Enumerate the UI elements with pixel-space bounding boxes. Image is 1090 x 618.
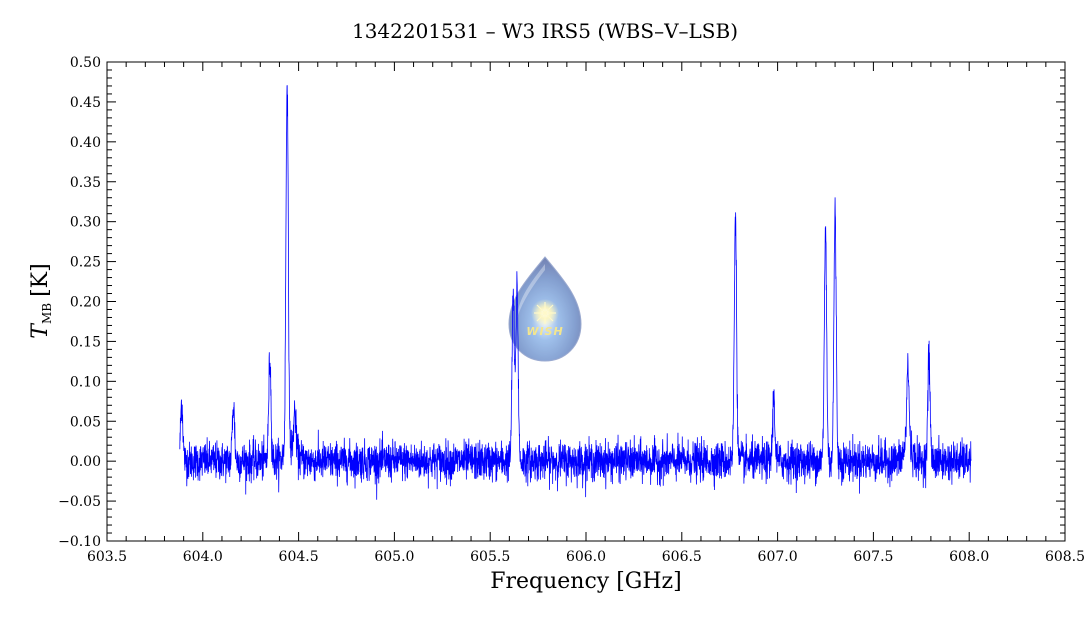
wish-logo-text: WISH [526,325,563,338]
y-tick-label: 0.00 [70,454,101,470]
y-tick-label: 0.25 [70,255,101,271]
x-tick-label: 604.0 [183,549,223,565]
x-axis-label: Frequency [GHz] [490,569,682,594]
y-tick-label: 0.15 [70,334,101,350]
y-tick-label: 0.05 [70,414,101,430]
wish-logo: WISH [508,256,582,362]
y-tick-label: 0.20 [70,295,101,311]
x-tick-label: 605.0 [374,549,414,565]
y-tick-label: 0.10 [70,374,101,390]
x-tick-label: 604.5 [279,549,319,565]
x-axis: 603.5 604.0 604.5 605.0 605.5 606.0 606.5 607.0… [87,62,1085,565]
spectrum-line [179,85,972,500]
y-tick-label: −0.10 [58,534,101,550]
y-tick-label: 0.35 [70,175,101,191]
y-axis: −0.10 −0.05 0.00 0.05 0.10 0.15 0.20 0.25 0.30 0.… [58,55,1065,550]
spectrum-series [179,85,972,500]
y-axis-label-unit: [K] [28,263,53,297]
y-tick-label: 0.45 [70,95,101,111]
svg-text:TMB[K]: TMB [K] [28,263,54,338]
y-tick-label: −0.05 [58,494,101,510]
x-tick-label: 607.5 [853,549,893,565]
x-tick-label: 606.5 [662,549,702,565]
y-axis-label: TMB [K] [28,263,54,338]
y-tick-label: 0.40 [70,135,101,151]
x-tick-label: 606.0 [566,549,606,565]
x-tick-label: 603.5 [87,549,127,565]
y-axis-label-subscript: MB [40,303,54,324]
x-tick-label: 607.0 [758,549,798,565]
y-axis-label-symbol: T [28,322,53,339]
x-tick-label: 608.5 [1045,549,1085,565]
x-tick-label: 605.5 [470,549,510,565]
y-tick-label: 0.50 [70,55,101,71]
chart-title: 1342201531 – W3 IRS5 (WBS–V–LSB) [352,19,738,43]
y-tick-label: 0.30 [70,215,101,231]
x-tick-label: 608.0 [949,549,989,565]
